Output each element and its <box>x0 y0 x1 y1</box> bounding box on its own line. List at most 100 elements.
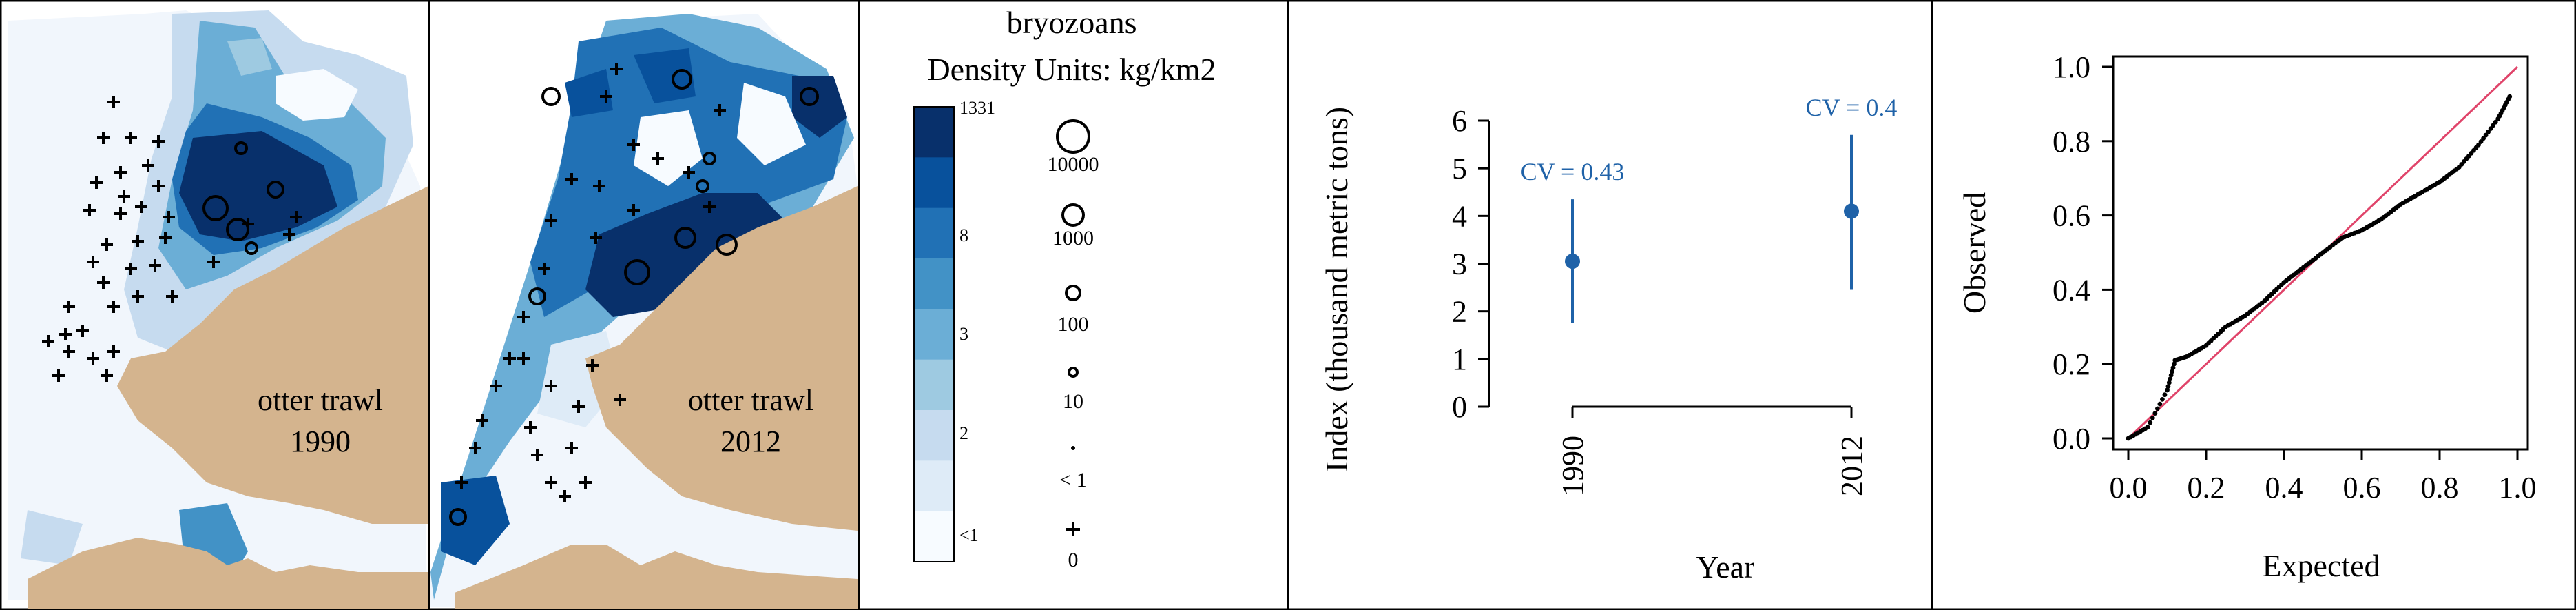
y-axis-label: Observed <box>1957 192 1992 314</box>
density-area <box>585 193 785 317</box>
legend-subtitle: Density Units: kg/km2 <box>927 52 1216 87</box>
zero-catch-cross <box>545 214 557 227</box>
qq-point <box>2476 142 2481 148</box>
x-axis-ticks: 1990 2012 <box>1556 405 1869 496</box>
zero-catch-cross <box>207 256 220 268</box>
zero-catch-cross <box>559 490 571 502</box>
color-scale-swatch <box>914 460 954 512</box>
y-axis-ticks: 0 1 2 3 4 5 6 <box>1452 104 1489 424</box>
catch-circle <box>674 227 696 249</box>
zero-catch-cross <box>586 359 599 372</box>
zero-catch-cross <box>517 352 530 365</box>
qq-series <box>2126 65 2519 441</box>
color-scale-swatch <box>914 207 954 259</box>
land-mass <box>455 545 858 609</box>
catch-circle <box>245 241 258 255</box>
catch-circle <box>696 179 709 193</box>
zero-catch-cross <box>107 301 120 313</box>
zero-catch-cross <box>545 380 557 392</box>
catch-circle <box>541 87 561 106</box>
zero-catch-cross <box>42 335 54 347</box>
x-tick-label: 1990 <box>1556 436 1590 496</box>
zero-catch-cross <box>531 449 543 461</box>
density-area <box>179 131 337 241</box>
zero-catch-cross <box>132 235 144 247</box>
qq-point <box>2157 401 2163 407</box>
qq-point <box>2145 425 2150 430</box>
qq-point <box>2160 397 2165 402</box>
density-area <box>634 48 696 103</box>
catch-circle <box>226 218 249 241</box>
zero-catch-cross <box>652 152 664 165</box>
zero-catch-cross <box>114 166 127 179</box>
x-tick-label: 0.4 <box>2265 471 2303 505</box>
legend-title: bryozoans <box>1006 5 1136 40</box>
zero-catch-cross <box>107 96 120 108</box>
zero-catch-cross <box>714 104 726 116</box>
bubble-label: 100 <box>1058 313 1089 336</box>
zero-cross-symbol <box>1066 522 1080 536</box>
zero-catch-cross <box>132 290 144 303</box>
zero-catch-cross <box>166 290 178 303</box>
map-label-method: otter trawl <box>688 383 813 417</box>
qq-point <box>2478 139 2484 144</box>
zero-catch-cross <box>135 201 147 213</box>
x-tick-label: 0.0 <box>2110 471 2148 505</box>
zero-catch-cross <box>107 345 120 358</box>
catch-circle <box>234 141 248 155</box>
density-area <box>227 38 272 76</box>
bubble-label: 1000 <box>1052 227 1094 250</box>
bubble-label: 10 <box>1063 390 1083 413</box>
y-tick-label: 0.6 <box>2053 199 2090 233</box>
plot-frame <box>2112 55 2529 451</box>
y-axis-label: Index (thousand metric tons) <box>1319 107 1354 472</box>
zero-catch-cross <box>152 135 165 148</box>
zero-catch-cross <box>114 207 127 220</box>
color-scale-swatch <box>914 359 954 411</box>
zero-catch-cross <box>63 301 75 313</box>
qq-plot: 0.0 0.2 0.4 0.6 0.8 1.0 0.0 0.2 0.4 0.6 0.8 1.0 Ex… <box>1957 50 2537 583</box>
zero-catch-cross <box>142 159 154 172</box>
zero-catch-cross <box>283 228 295 241</box>
legend-panel: bryozoans Density Units: kg/km2 1331 8 3… <box>913 5 1216 571</box>
y-tick-label: 6 <box>1452 104 1467 138</box>
catch-circle <box>672 69 692 90</box>
qq-point <box>2507 94 2513 99</box>
zero-catch-cross <box>517 311 530 323</box>
zero-catch-cross <box>579 476 592 489</box>
zero-catch-cross <box>59 328 72 340</box>
zero-catch-markers <box>455 63 726 502</box>
y-tick-label: 0.0 <box>2053 422 2090 456</box>
y-tick-label: 0.2 <box>2053 347 2090 381</box>
bubble-label: < 1 <box>1059 469 1086 491</box>
x-axis-label: Expected <box>2262 548 2380 583</box>
y-tick-label: 0.4 <box>2053 273 2090 307</box>
density-area <box>21 510 83 565</box>
qq-point <box>2481 136 2486 141</box>
zero-catch-cross <box>545 476 557 489</box>
land-mass <box>28 538 428 609</box>
qq-point <box>2483 132 2489 138</box>
color-scale-swatch <box>914 258 954 309</box>
color-scale-swatch <box>914 157 954 209</box>
index-series: CV = 0.43 CV = 0.4 <box>1521 94 1897 323</box>
zero-catch-cross <box>101 238 113 251</box>
density-area <box>565 69 613 117</box>
bubble-symbol <box>1068 367 1079 378</box>
zero-catch-cross <box>83 204 96 216</box>
catch-circles <box>202 141 284 255</box>
y-tick-label: 3 <box>1452 247 1467 281</box>
zero-catch-cross <box>163 211 175 223</box>
qq-point <box>2152 411 2158 416</box>
catch-circle <box>716 234 738 256</box>
y-axis-ticks: 0.0 0.2 0.4 0.6 0.8 1.0 <box>2053 50 2113 456</box>
qq-point <box>2493 119 2498 125</box>
qq-point <box>2165 384 2171 389</box>
bubble-symbol <box>1071 446 1075 450</box>
x-tick-label: 2012 <box>1835 436 1869 496</box>
qq-point <box>2162 392 2168 398</box>
map-label-year: 2012 <box>720 425 781 458</box>
qq-point <box>2165 387 2170 393</box>
